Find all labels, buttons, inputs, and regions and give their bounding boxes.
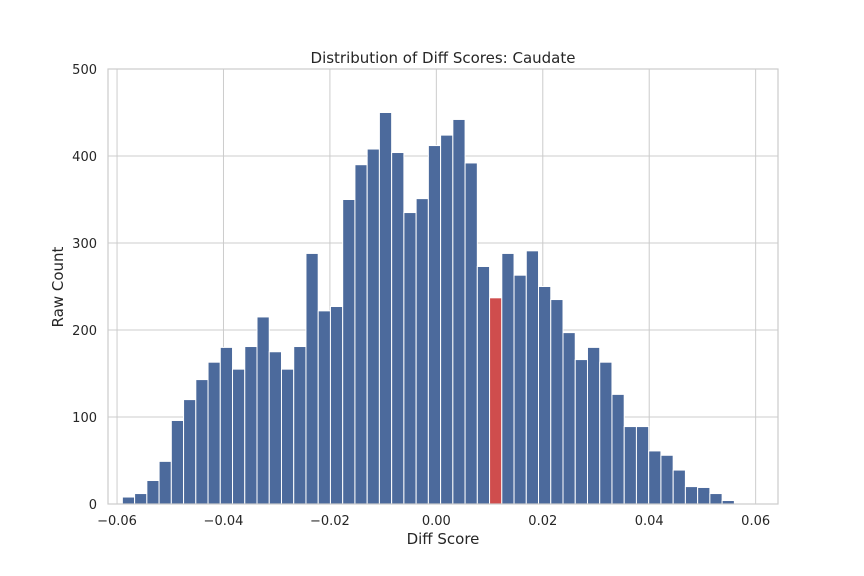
x-tick-labels: −0.06 −0.04 −0.02 0.00 0.02 0.04 0.06 xyxy=(97,514,770,529)
x-tick-label: 0.04 xyxy=(635,514,664,529)
y-tick-label: 200 xyxy=(72,324,97,339)
histogram-bar xyxy=(244,346,258,505)
histogram-bar xyxy=(207,361,221,505)
histogram-bar xyxy=(501,252,515,505)
histogram-bar xyxy=(513,274,527,505)
histogram-bar xyxy=(623,426,637,505)
histogram-bar xyxy=(170,419,185,505)
histogram-bar xyxy=(525,250,540,505)
histogram-bar xyxy=(256,316,270,505)
histogram-bar xyxy=(183,399,197,505)
x-tick-label: 0.02 xyxy=(528,514,557,529)
y-tick-label: 400 xyxy=(72,150,97,165)
histogram-bar xyxy=(697,486,711,505)
histogram-bar xyxy=(574,359,588,505)
x-tick-label: 0.00 xyxy=(422,514,451,529)
histogram-bar xyxy=(329,306,344,505)
histogram-bar xyxy=(538,286,552,505)
histogram-bars xyxy=(121,112,735,505)
y-axis-label: Raw Count xyxy=(49,246,67,327)
plot-frame xyxy=(107,68,779,505)
histogram-bar xyxy=(550,299,564,505)
y-tick-label: 500 xyxy=(72,63,97,78)
y-tick-label: 0 xyxy=(89,498,97,513)
histogram-bar xyxy=(635,426,650,505)
x-tick-label: 0.06 xyxy=(741,514,770,529)
histogram-bar xyxy=(562,332,576,505)
y-tick-label: 100 xyxy=(72,411,97,426)
histogram-bar xyxy=(121,496,136,505)
histogram-bar xyxy=(599,361,613,505)
histogram-bar xyxy=(403,212,417,505)
histogram-bar xyxy=(452,118,466,505)
histogram-bar xyxy=(268,351,282,505)
histogram-bar xyxy=(464,162,478,505)
x-tick-label: −0.06 xyxy=(97,514,137,529)
histogram-bar xyxy=(586,346,601,505)
histogram-bar xyxy=(648,450,662,505)
histogram-bar xyxy=(611,393,625,505)
histogram-bar xyxy=(672,469,686,505)
histogram-bar xyxy=(366,148,380,505)
histogram-bar xyxy=(378,112,393,505)
chart-title: Distribution of Diff Scores: Caudate xyxy=(311,49,576,67)
histogram-bar xyxy=(305,252,319,505)
histogram-bar xyxy=(219,346,234,505)
histogram-bar xyxy=(146,480,160,505)
y-tick-label: 300 xyxy=(72,237,97,252)
histogram-bar xyxy=(427,145,442,505)
highlighted-bar xyxy=(489,297,503,505)
histogram-bar xyxy=(391,152,405,505)
histogram-bar xyxy=(354,164,368,505)
histogram-bar xyxy=(195,379,209,505)
histogram-bar xyxy=(317,310,331,505)
histogram-bar xyxy=(342,199,356,505)
histogram-bar xyxy=(476,265,491,505)
histogram-bar xyxy=(280,368,295,505)
histogram-bar xyxy=(709,493,723,505)
histogram-bar xyxy=(440,134,454,505)
histogram-bar xyxy=(660,454,674,505)
histogram-bar xyxy=(415,198,429,505)
histogram-bar xyxy=(293,346,307,505)
histogram-bar xyxy=(684,486,699,505)
histogram-bar xyxy=(232,368,246,505)
x-tick-label: −0.04 xyxy=(204,514,244,529)
histogram-bar xyxy=(134,493,148,505)
y-tick-labels: 0 100 200 300 400 500 xyxy=(72,63,97,513)
histogram-bar xyxy=(158,460,172,505)
x-axis-label: Diff Score xyxy=(407,530,480,548)
x-tick-label: −0.02 xyxy=(310,514,350,529)
